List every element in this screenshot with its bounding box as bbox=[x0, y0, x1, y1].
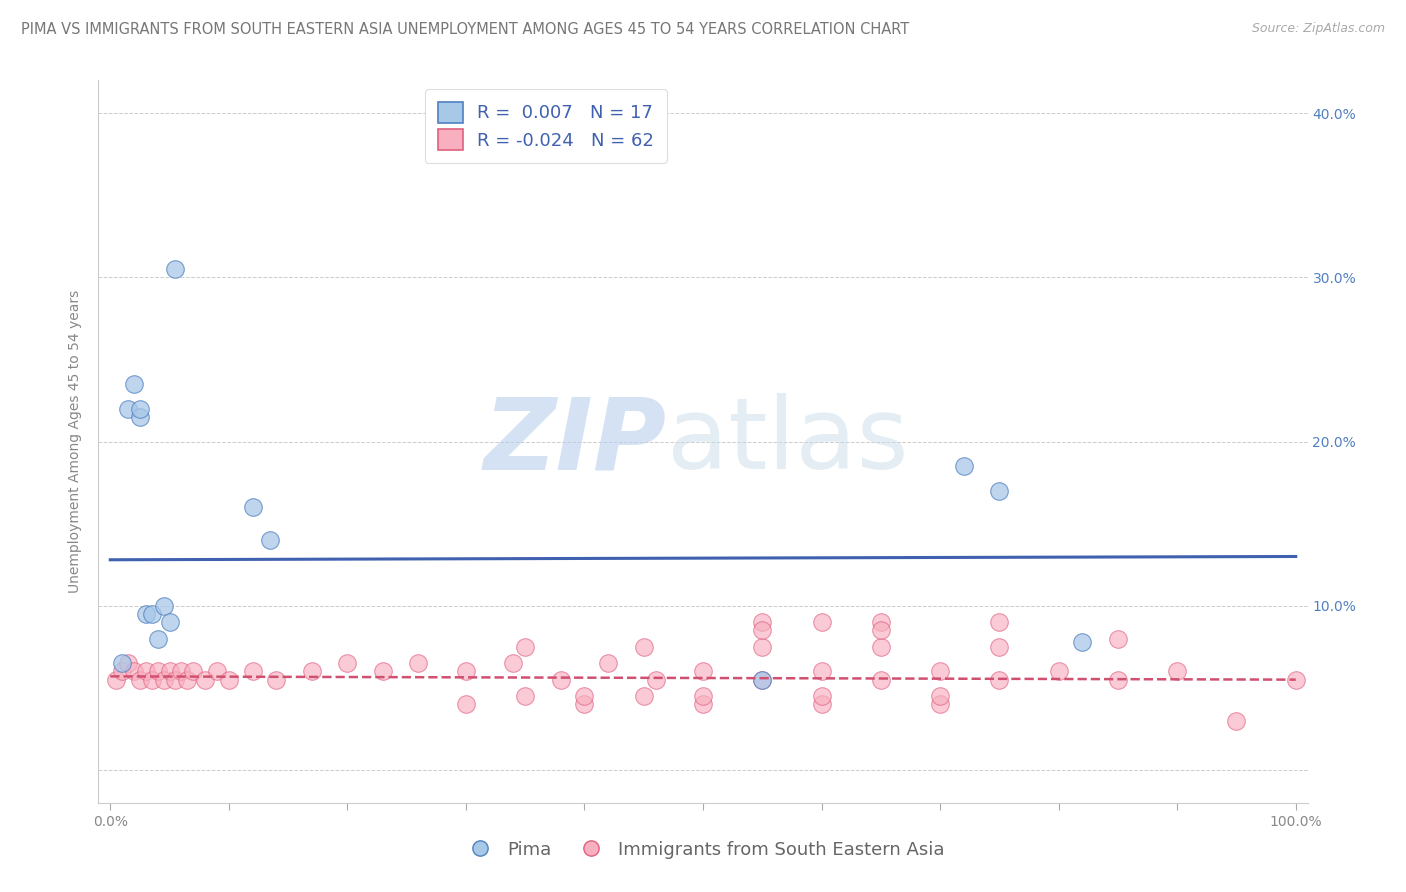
Point bbox=[152, 673, 174, 687]
Point bbox=[1166, 665, 1188, 679]
Point bbox=[301, 665, 323, 679]
Point bbox=[1071, 635, 1094, 649]
Point bbox=[371, 665, 394, 679]
Point bbox=[633, 689, 655, 703]
Point bbox=[929, 689, 952, 703]
Point bbox=[810, 615, 832, 630]
Point bbox=[259, 533, 281, 547]
Point bbox=[165, 262, 187, 277]
Point bbox=[751, 615, 773, 630]
Point bbox=[242, 665, 264, 679]
Point bbox=[1285, 673, 1308, 687]
Point bbox=[988, 640, 1011, 654]
Point bbox=[598, 657, 620, 671]
Point bbox=[988, 615, 1011, 630]
Point bbox=[264, 673, 287, 687]
Point bbox=[988, 483, 1011, 498]
Point bbox=[869, 640, 891, 654]
Point bbox=[141, 673, 163, 687]
Point bbox=[515, 689, 537, 703]
Point bbox=[929, 665, 952, 679]
Point bbox=[869, 615, 891, 630]
Point bbox=[869, 673, 891, 687]
Point bbox=[1107, 673, 1129, 687]
Point bbox=[165, 673, 187, 687]
Text: PIMA VS IMMIGRANTS FROM SOUTH EASTERN ASIA UNEMPLOYMENT AMONG AGES 45 TO 54 YEAR: PIMA VS IMMIGRANTS FROM SOUTH EASTERN AS… bbox=[21, 22, 910, 37]
Point bbox=[751, 640, 773, 654]
Text: atlas: atlas bbox=[666, 393, 908, 490]
Point bbox=[692, 689, 714, 703]
Point bbox=[1107, 632, 1129, 646]
Point bbox=[152, 599, 174, 613]
Point bbox=[129, 401, 152, 416]
Point bbox=[135, 607, 157, 621]
Text: Source: ZipAtlas.com: Source: ZipAtlas.com bbox=[1251, 22, 1385, 36]
Point bbox=[692, 698, 714, 712]
Point bbox=[146, 665, 169, 679]
Point bbox=[129, 409, 152, 424]
Point bbox=[170, 665, 193, 679]
Point bbox=[574, 698, 596, 712]
Point bbox=[751, 673, 773, 687]
Point bbox=[336, 657, 359, 671]
Y-axis label: Unemployment Among Ages 45 to 54 years: Unemployment Among Ages 45 to 54 years bbox=[69, 290, 83, 593]
Point bbox=[454, 698, 477, 712]
Point bbox=[692, 665, 714, 679]
Point bbox=[515, 640, 537, 654]
Point bbox=[574, 689, 596, 703]
Point bbox=[1225, 714, 1247, 728]
Point bbox=[751, 673, 773, 687]
Point bbox=[159, 665, 181, 679]
Point bbox=[810, 665, 832, 679]
Point bbox=[146, 632, 169, 646]
Point bbox=[242, 500, 264, 515]
Point bbox=[869, 624, 891, 638]
Point bbox=[952, 459, 974, 474]
Point bbox=[218, 673, 240, 687]
Point bbox=[644, 673, 666, 687]
Point bbox=[454, 665, 477, 679]
Point bbox=[122, 665, 145, 679]
Point bbox=[135, 665, 157, 679]
Point bbox=[988, 673, 1011, 687]
Point bbox=[502, 657, 524, 671]
Point bbox=[117, 401, 139, 416]
Point bbox=[205, 665, 228, 679]
Text: ZIP: ZIP bbox=[484, 393, 666, 490]
Point bbox=[929, 698, 952, 712]
Point bbox=[129, 673, 152, 687]
Point bbox=[117, 657, 139, 671]
Point bbox=[194, 673, 217, 687]
Point bbox=[141, 607, 163, 621]
Point bbox=[1047, 665, 1070, 679]
Point bbox=[550, 673, 572, 687]
Legend: Pima, Immigrants from South Eastern Asia: Pima, Immigrants from South Eastern Asia bbox=[454, 834, 952, 866]
Point bbox=[111, 665, 134, 679]
Point bbox=[176, 673, 198, 687]
Point bbox=[105, 673, 128, 687]
Point bbox=[633, 640, 655, 654]
Point bbox=[751, 624, 773, 638]
Point bbox=[111, 657, 134, 671]
Point bbox=[159, 615, 181, 630]
Point bbox=[408, 657, 430, 671]
Point bbox=[181, 665, 204, 679]
Point bbox=[122, 377, 145, 392]
Point bbox=[810, 698, 832, 712]
Point bbox=[810, 689, 832, 703]
